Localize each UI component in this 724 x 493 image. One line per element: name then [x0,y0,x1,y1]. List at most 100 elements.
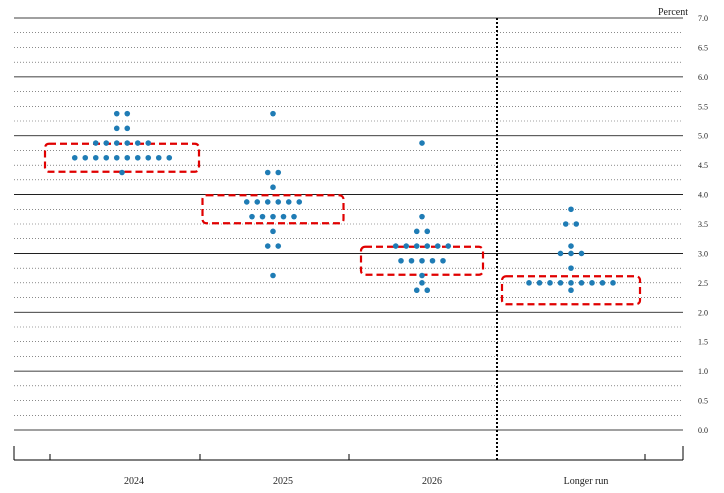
x-axis: 2024 2025 2026 Longer run [13,18,684,487]
participant-dot [403,243,410,249]
participant-dot [291,213,297,220]
participant-dot [119,169,125,176]
participant-dot [113,125,120,132]
y-tick-label: 6.0 [698,73,708,82]
participant-dot [434,243,441,249]
participant-dot [280,213,287,220]
participant-dot [124,140,131,146]
participant-dot [264,199,271,205]
participant-dot [166,154,173,161]
participant-dot [419,140,425,146]
participant-dot [413,243,420,249]
participant-dot [92,140,99,146]
participant-dot [413,287,420,294]
y-tick-label: 6.5 [698,43,708,52]
participant-dot [155,154,162,161]
participant-dot [103,154,110,161]
y-tick-label: 2.0 [698,308,708,317]
unit-label: Percent [658,7,688,18]
x-category-label: 2025 [273,476,293,487]
y-tick-label: 1.5 [698,338,708,347]
participant-dot [264,169,271,176]
participant-dot [568,280,574,286]
participant-dot [408,257,415,264]
participant-dot [296,199,303,205]
participant-dot [599,280,606,286]
participant-dot [270,184,276,191]
participant-dot [424,287,431,294]
y-tick-label: 2.5 [698,279,708,288]
participant-dot [270,213,276,220]
y-tick-label: 1.0 [698,367,708,376]
participant-dot [578,250,585,257]
gridlines [14,17,683,431]
participant-dot [82,154,89,161]
participant-dot [264,243,271,249]
participant-dot [270,272,276,279]
x-category-label: 2026 [422,476,442,487]
participant-dot [573,221,580,227]
participant-dot [445,243,452,249]
participant-dot [568,250,574,257]
y-tick-label: 3.0 [698,249,708,258]
participant-dot [526,280,532,286]
participant-dot [568,206,574,213]
y-tick-label: 4.5 [698,161,708,170]
participant-dot [71,154,78,161]
participant-dot [124,154,131,161]
y-tick-label: 3.5 [698,220,708,229]
participant-dot [113,110,120,117]
participant-dot [429,257,436,264]
participant-dot [124,110,131,117]
participant-dot [145,154,152,161]
participant-dot [419,272,425,279]
participant-dot [398,257,404,264]
participant-dot [275,199,282,205]
x-category-label: 2024 [124,476,144,487]
y-tick-label: 0.5 [698,397,708,406]
participant-dot [270,110,276,117]
y-tick-label: 0.0 [698,426,708,435]
participant-dot [145,140,152,146]
participant-dot [275,243,282,249]
participant-dot [440,257,446,264]
median-box [500,275,642,306]
participant-dot [536,280,543,286]
participant-dot [113,140,120,146]
participant-dot [134,154,141,161]
participant-dot [568,287,574,294]
y-axis-ticks: 0.0 0.5 1.0 1.5 2.0 2.5 3.0 3.5 4.0 4.5 5.0 5.5 6.0 6… [698,14,708,435]
participant-dot [578,280,585,286]
x-category-label: Longer run [564,476,609,487]
participant-dot [270,228,276,235]
participant-dot [103,140,110,146]
y-tick-label: 5.5 [698,102,708,111]
participant-dot [419,280,425,286]
median-box [201,194,345,225]
participant-dot [547,280,553,286]
participant-dot [424,228,431,235]
participant-dot [610,280,616,286]
participant-dot [392,243,399,249]
participant-dot [285,199,292,205]
participant-dot [124,125,131,132]
participant-dot [589,280,595,286]
participant-dot [249,213,255,220]
participant-dot [568,265,574,271]
participant-dot [92,154,99,161]
participant-dot [424,243,431,249]
y-tick-label: 7.0 [698,14,708,23]
y-tick-label: 5.0 [698,132,708,141]
participant-dot [419,213,425,220]
participant-dot [254,199,261,205]
participant-dot [557,250,564,257]
participant-dot [557,280,564,286]
participant-dot [259,213,266,220]
participant-dot [275,169,282,176]
participant-dot [243,199,250,205]
y-tick-label: 4.0 [698,191,708,200]
participant-dot [568,243,574,249]
participant-dot [113,154,120,161]
participant-dot [134,140,141,146]
